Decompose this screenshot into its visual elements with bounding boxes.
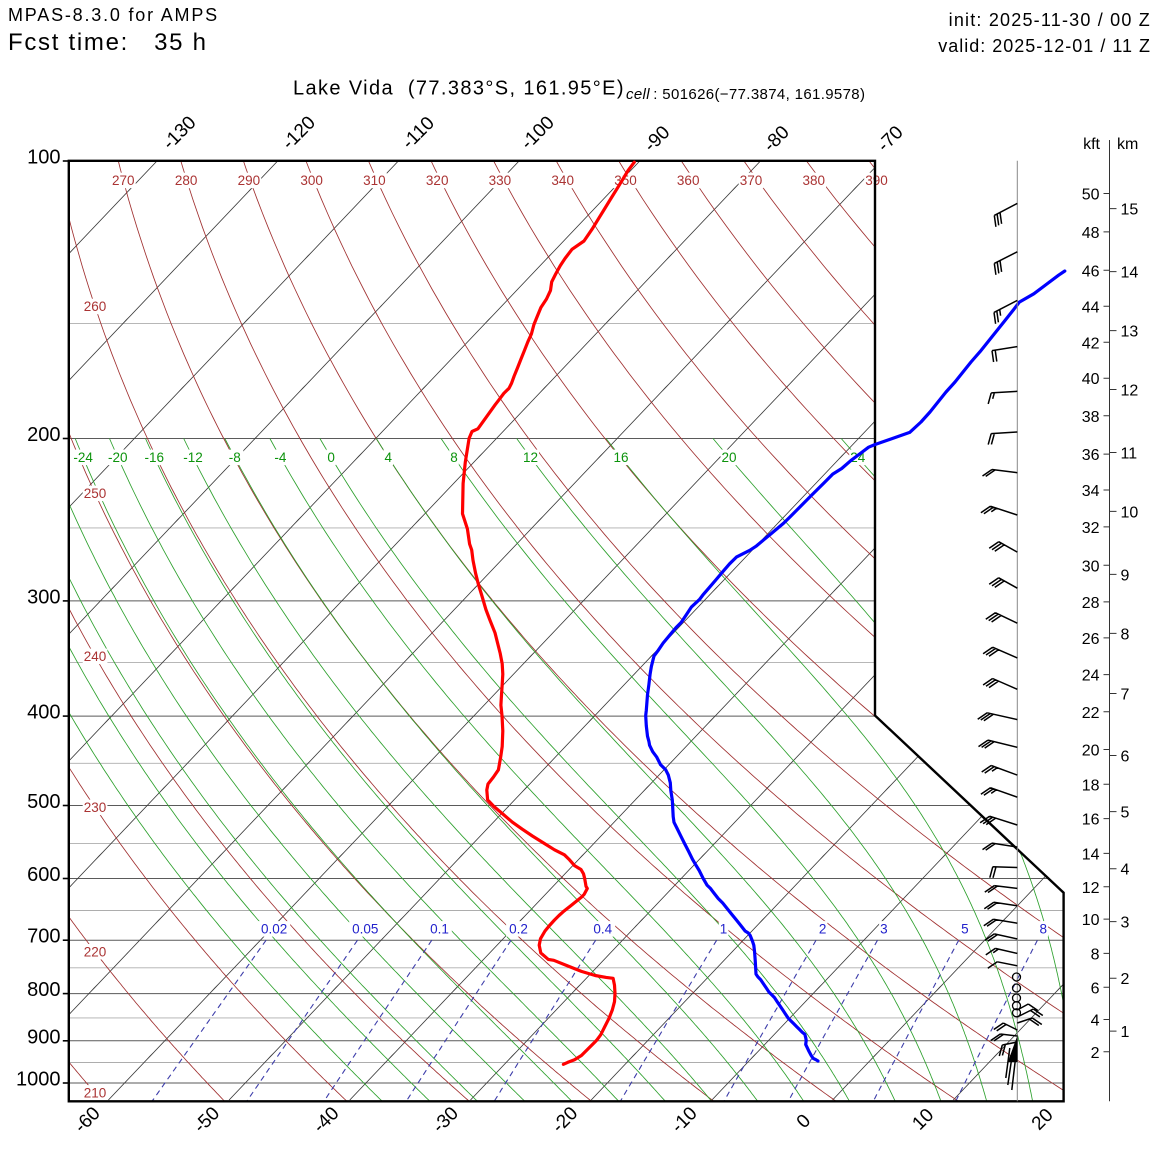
svg-text:30: 30 [1082, 558, 1100, 575]
svg-text:-12: -12 [183, 450, 203, 465]
svg-text:valid: 2025-12-01 / 11 Z: valid: 2025-12-01 / 11 Z [938, 36, 1151, 56]
svg-text:240: 240 [84, 649, 107, 664]
svg-text:6: 6 [1121, 749, 1130, 766]
svg-text:6: 6 [1091, 980, 1100, 997]
svg-text:8: 8 [1040, 922, 1048, 937]
svg-text:32: 32 [1082, 520, 1100, 537]
svg-text:390: 390 [865, 173, 888, 188]
svg-text:cell : 501626(−77.3874, 161.95: cell : 501626(−77.3874, 161.9578) [626, 86, 865, 103]
svg-text:12: 12 [1082, 880, 1100, 897]
svg-text:210: 210 [84, 1086, 107, 1101]
svg-text:280: 280 [175, 173, 198, 188]
svg-text:9: 9 [1121, 567, 1130, 584]
svg-text:24: 24 [1082, 668, 1100, 685]
svg-text:800: 800 [27, 979, 60, 1001]
svg-text:220: 220 [84, 945, 107, 960]
svg-text:380: 380 [803, 173, 826, 188]
svg-text:10: 10 [1082, 912, 1100, 929]
svg-text:260: 260 [84, 299, 107, 314]
svg-text:26: 26 [1082, 631, 1100, 648]
svg-text:MPAS-8.3.0 for AMPS: MPAS-8.3.0 for AMPS [8, 5, 219, 25]
svg-text:28: 28 [1082, 595, 1100, 612]
svg-text:0.2: 0.2 [509, 922, 528, 937]
svg-text:4: 4 [1091, 1013, 1100, 1030]
svg-text:3: 3 [880, 922, 888, 937]
svg-text:700: 700 [27, 926, 60, 948]
svg-text:8: 8 [1121, 626, 1130, 643]
svg-text:270: 270 [112, 173, 135, 188]
svg-text:100: 100 [27, 147, 60, 169]
svg-text:34: 34 [1082, 483, 1100, 500]
svg-text:Lake Vida (77.383°S, 161.95°E: Lake Vida (77.383°S, 161.95°E) [293, 78, 625, 100]
svg-text:500: 500 [27, 791, 60, 813]
svg-text:250: 250 [84, 486, 107, 501]
svg-text:2: 2 [819, 922, 827, 937]
svg-text:15: 15 [1121, 202, 1139, 219]
svg-text:320: 320 [426, 173, 449, 188]
svg-text:230: 230 [84, 800, 107, 815]
svg-text:14: 14 [1121, 265, 1139, 282]
svg-text:Fcst time: 35 h: Fcst time: 35 h [8, 29, 208, 56]
svg-text:12: 12 [1121, 383, 1139, 400]
svg-text:370: 370 [740, 173, 763, 188]
svg-text:16: 16 [613, 450, 628, 465]
svg-text:10: 10 [1121, 504, 1139, 521]
svg-text:4: 4 [1121, 862, 1130, 879]
svg-text:1000: 1000 [16, 1069, 61, 1091]
svg-text:0.4: 0.4 [593, 922, 612, 937]
svg-text:2: 2 [1121, 971, 1130, 988]
svg-text:8: 8 [1091, 946, 1100, 963]
svg-text:360: 360 [677, 173, 700, 188]
svg-text:12: 12 [523, 450, 538, 465]
svg-text:340: 340 [551, 173, 574, 188]
svg-text:38: 38 [1082, 409, 1100, 426]
svg-text:-16: -16 [145, 450, 165, 465]
svg-text:600: 600 [27, 864, 60, 886]
svg-text:8: 8 [450, 450, 458, 465]
svg-text:20: 20 [721, 450, 736, 465]
svg-text:5: 5 [961, 922, 969, 937]
svg-text:0.05: 0.05 [352, 922, 378, 937]
svg-text:-4: -4 [274, 450, 286, 465]
svg-text:16: 16 [1082, 812, 1100, 829]
svg-text:900: 900 [27, 1026, 60, 1048]
svg-text:1: 1 [1121, 1024, 1130, 1041]
svg-text:20: 20 [1082, 743, 1100, 760]
svg-text:init: 2025-11-30 / 00 Z: init: 2025-11-30 / 00 Z [949, 10, 1151, 30]
svg-text:kft: kft [1083, 136, 1100, 153]
svg-text:13: 13 [1121, 324, 1139, 341]
svg-text:50: 50 [1082, 187, 1100, 204]
svg-text:18: 18 [1082, 777, 1100, 794]
svg-text:48: 48 [1082, 225, 1100, 242]
svg-text:300: 300 [300, 173, 323, 188]
svg-text:40: 40 [1082, 371, 1100, 388]
svg-text:42: 42 [1082, 335, 1100, 352]
svg-text:-24: -24 [73, 450, 93, 465]
svg-text:-20: -20 [108, 450, 128, 465]
svg-text:300: 300 [27, 586, 60, 608]
svg-text:200: 200 [27, 424, 60, 446]
svg-text:0: 0 [327, 450, 335, 465]
svg-text:400: 400 [27, 702, 60, 724]
svg-text:km: km [1117, 136, 1138, 153]
svg-text:0.02: 0.02 [261, 922, 287, 937]
svg-text:2: 2 [1091, 1045, 1100, 1062]
svg-text:0.1: 0.1 [430, 922, 449, 937]
svg-text:14: 14 [1082, 846, 1100, 863]
svg-text:22: 22 [1082, 705, 1100, 722]
svg-text:36: 36 [1082, 447, 1100, 464]
svg-text:330: 330 [489, 173, 512, 188]
svg-text:46: 46 [1082, 263, 1100, 280]
svg-text:4: 4 [385, 450, 393, 465]
svg-text:1: 1 [720, 922, 728, 937]
svg-text:44: 44 [1082, 299, 1100, 316]
svg-text:5: 5 [1121, 805, 1130, 822]
svg-text:-8: -8 [229, 450, 241, 465]
svg-text:310: 310 [363, 173, 386, 188]
svg-text:7: 7 [1121, 687, 1130, 704]
svg-text:290: 290 [238, 173, 261, 188]
svg-text:3: 3 [1121, 915, 1130, 932]
svg-text:11: 11 [1121, 446, 1138, 463]
